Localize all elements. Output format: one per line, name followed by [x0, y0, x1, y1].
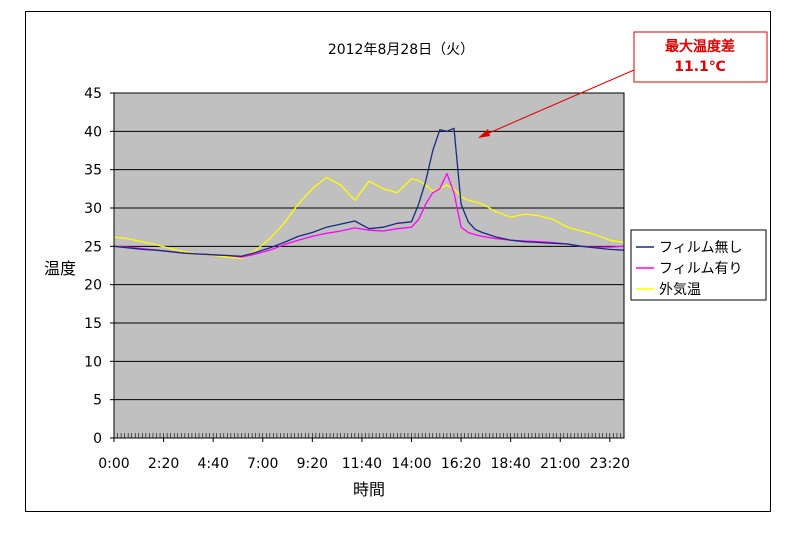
x-tick-label-5: 11:40: [342, 456, 382, 472]
annotation-line2: 11.1℃: [674, 59, 726, 75]
annotation-arrowhead: [478, 129, 490, 138]
series-line-film-none: [113, 127, 625, 257]
y-axis-ticks: 0 5 10 15 20 25 30 35 40 45: [84, 86, 114, 447]
y-tick-label-45: 45: [84, 86, 102, 102]
x-tick-label-10: 23:20: [590, 456, 630, 472]
y-tick-label-5: 5: [93, 393, 102, 409]
gridlines: [114, 130, 624, 401]
chart-frame: 2012年8月28日（火） 0 5 10 15 20 25 30 35 40 45 0:00 2:2…: [25, 11, 771, 512]
y-tick-label-40: 40: [84, 124, 102, 140]
y-axis-label: 温度: [44, 259, 76, 278]
legend-label-film-with: フィルム有り: [659, 261, 742, 277]
x-axis-ticks: 0:00 2:20 4:40 7:00 9:20 11:40 14:00 16:20 18:40…: [98, 438, 630, 472]
x-tick-label-9: 21:00: [540, 456, 580, 472]
x-tick-label-6: 14:00: [391, 456, 431, 472]
annotation-arrow: [481, 69, 635, 137]
y-tick-label-15: 15: [84, 316, 102, 332]
legend: フィルム無し フィルム有り 外気温: [630, 229, 767, 301]
legend-label-film-none: フィルム無し: [659, 240, 742, 256]
chart-title: 2012年8月28日（火）: [328, 42, 474, 58]
y-tick-label-0: 0: [93, 431, 102, 447]
annotation-line1: 最大温度差: [665, 38, 735, 55]
y-tick-label-10: 10: [84, 354, 102, 370]
x-tick-label-8: 18:40: [490, 456, 530, 472]
plot-area: [114, 93, 624, 438]
x-tick-label-4: 9:20: [297, 456, 328, 472]
legend-label-outside-temp: 外気温: [659, 282, 701, 298]
plot-border: [113, 92, 625, 439]
x-tick-label-1: 2:20: [148, 456, 179, 472]
annotation-box: [633, 31, 768, 83]
x-tick-label-2: 4:40: [197, 456, 228, 472]
x-tick-label-7: 16:20: [441, 456, 481, 472]
annotation: 最大温度差 11.1℃: [478, 31, 768, 138]
x-tick-label-3: 7:00: [247, 456, 278, 472]
y-tick-label-25: 25: [84, 239, 102, 255]
y-tick-label-30: 30: [84, 201, 102, 217]
series-lines: [113, 127, 625, 260]
y-tick-label-20: 20: [84, 278, 102, 294]
x-minor-ticks: [113, 433, 625, 438]
x-tick-label-0: 0:00: [98, 456, 129, 472]
x-axis-label: 時間: [353, 480, 385, 499]
y-tick-label-35: 35: [84, 163, 102, 179]
line-chart: 2012年8月28日（火） 0 5 10 15 20 25 30 35 40 45 0:00 2:2…: [44, 31, 768, 499]
